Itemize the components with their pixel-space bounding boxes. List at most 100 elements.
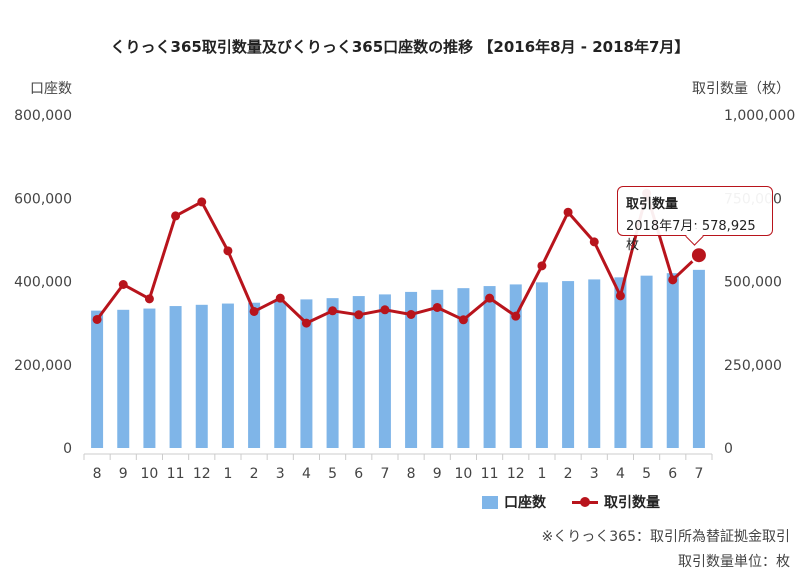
line-series[interactable] xyxy=(92,188,708,328)
right-tick-label: 250,000 xyxy=(724,358,782,374)
bar[interactable] xyxy=(300,299,313,448)
bar[interactable] xyxy=(692,269,705,448)
x-tick-label: 9 xyxy=(119,466,128,482)
left-tick-label: 600,000 xyxy=(14,191,72,207)
volume-point[interactable] xyxy=(458,315,468,325)
legend: 口座数 取引数量 xyxy=(482,492,686,512)
bar[interactable] xyxy=(640,275,653,448)
legend-label-volume: 取引数量 xyxy=(604,495,660,511)
left-axis: 800,000 600,000 400,000 200,000 0 xyxy=(14,108,72,457)
bar[interactable] xyxy=(117,309,130,448)
volume-point-highlighted[interactable] xyxy=(689,246,708,265)
x-tick-label: 12 xyxy=(507,466,525,482)
bar[interactable] xyxy=(378,294,391,448)
bar-swatch-icon xyxy=(482,495,498,509)
volume-point[interactable] xyxy=(589,237,599,247)
volume-point[interactable] xyxy=(511,311,521,321)
x-tick-label: 10 xyxy=(455,466,473,482)
x-tick-label: 6 xyxy=(668,466,677,482)
x-axis: 8 9 10 11 12 1 2 3 4 5 6 7 8 9 10 11 12 1 2 3 4 5 6 7 xyxy=(83,454,713,482)
left-tick-label: 800,000 xyxy=(14,108,72,124)
volume-point[interactable] xyxy=(328,306,338,316)
x-tick-label: 5 xyxy=(328,466,337,482)
bar[interactable] xyxy=(326,298,339,448)
volume-point[interactable] xyxy=(171,211,181,221)
volume-point[interactable] xyxy=(563,207,573,217)
left-tick-label: 400,000 xyxy=(14,275,72,291)
bar[interactable] xyxy=(352,296,365,448)
right-tick-label: 500,000 xyxy=(724,275,782,291)
x-tick-label: 4 xyxy=(616,466,625,482)
x-tick-label: 11 xyxy=(167,466,185,482)
volume-point[interactable] xyxy=(301,318,311,328)
x-tick-label: 6 xyxy=(354,466,363,482)
x-tick-label: 7 xyxy=(380,466,389,482)
x-tick-label: 5 xyxy=(642,466,651,482)
chart-title: くりっく365取引数量及びくりっく365口座数の推移 【2016年8月 - 20… xyxy=(110,38,690,56)
bar[interactable] xyxy=(614,277,627,448)
bar[interactable] xyxy=(431,289,444,448)
tooltip-text: 2018年7月: 578,925枚 xyxy=(626,219,756,253)
x-tick-label: 11 xyxy=(481,466,499,482)
legend-item-volume[interactable]: 取引数量 xyxy=(572,492,660,512)
legend-label-accounts: 口座数 xyxy=(504,495,546,511)
bar[interactable] xyxy=(143,308,156,448)
bar[interactable] xyxy=(483,286,496,448)
x-tick-label: 4 xyxy=(302,466,311,482)
volume-point[interactable] xyxy=(432,302,442,312)
bar[interactable] xyxy=(221,303,234,448)
x-tick-label: 2 xyxy=(250,466,259,482)
volume-point[interactable] xyxy=(92,314,102,324)
volume-point[interactable] xyxy=(380,305,390,315)
legend-item-accounts[interactable]: 口座数 xyxy=(482,492,546,512)
volume-point[interactable] xyxy=(615,291,625,301)
right-tick-label: 1,000,000 xyxy=(724,108,795,124)
bar[interactable] xyxy=(274,301,287,448)
bar[interactable] xyxy=(666,273,679,448)
x-tick-label: 7 xyxy=(694,466,703,482)
left-tick-label: 0 xyxy=(63,441,72,457)
left-axis-label: 口座数 xyxy=(30,81,72,97)
volume-point[interactable] xyxy=(223,246,233,256)
bar[interactable] xyxy=(405,291,418,448)
volume-point[interactable] xyxy=(406,309,416,319)
tooltip-title: 取引数量 xyxy=(626,197,679,212)
x-tick-label: 1 xyxy=(537,466,546,482)
volume-point[interactable] xyxy=(354,310,364,320)
x-tick-label: 3 xyxy=(276,466,285,482)
volume-point[interactable] xyxy=(197,197,207,207)
volume-point[interactable] xyxy=(118,279,128,289)
volume-point[interactable] xyxy=(485,293,495,303)
line-marker-swatch-icon xyxy=(572,496,598,508)
volume-line xyxy=(95,191,700,325)
bar[interactable] xyxy=(588,279,601,448)
x-tick-label: 3 xyxy=(590,466,599,482)
volume-point[interactable] xyxy=(275,293,285,303)
bar[interactable] xyxy=(195,304,208,448)
bar[interactable] xyxy=(248,302,261,448)
volume-point[interactable] xyxy=(144,294,154,304)
right-tick-label: 0 xyxy=(724,441,733,457)
bar[interactable] xyxy=(91,310,104,448)
bar[interactable] xyxy=(562,281,575,448)
footnote-unit: 取引数量単位：枚 xyxy=(678,554,790,570)
bar[interactable] xyxy=(169,306,182,448)
right-axis-label: 取引数量（枚） xyxy=(692,81,790,97)
x-tick-label: 8 xyxy=(407,466,416,482)
bar[interactable] xyxy=(535,282,548,448)
x-tick-label: 12 xyxy=(193,466,211,482)
bar[interactable] xyxy=(509,284,522,448)
x-tick-label: 1 xyxy=(223,466,232,482)
x-tick-label: 9 xyxy=(433,466,442,482)
left-tick-label: 200,000 xyxy=(14,358,72,374)
volume-point[interactable] xyxy=(249,306,259,316)
volume-point[interactable] xyxy=(537,261,547,271)
x-tick-label: 2 xyxy=(564,466,573,482)
tooltip: 取引数量 2018年7月: 578,925枚 xyxy=(617,186,773,253)
bar[interactable] xyxy=(457,288,470,448)
bar-series xyxy=(91,269,705,448)
x-tick-label: 10 xyxy=(141,466,159,482)
volume-point[interactable] xyxy=(668,275,678,285)
